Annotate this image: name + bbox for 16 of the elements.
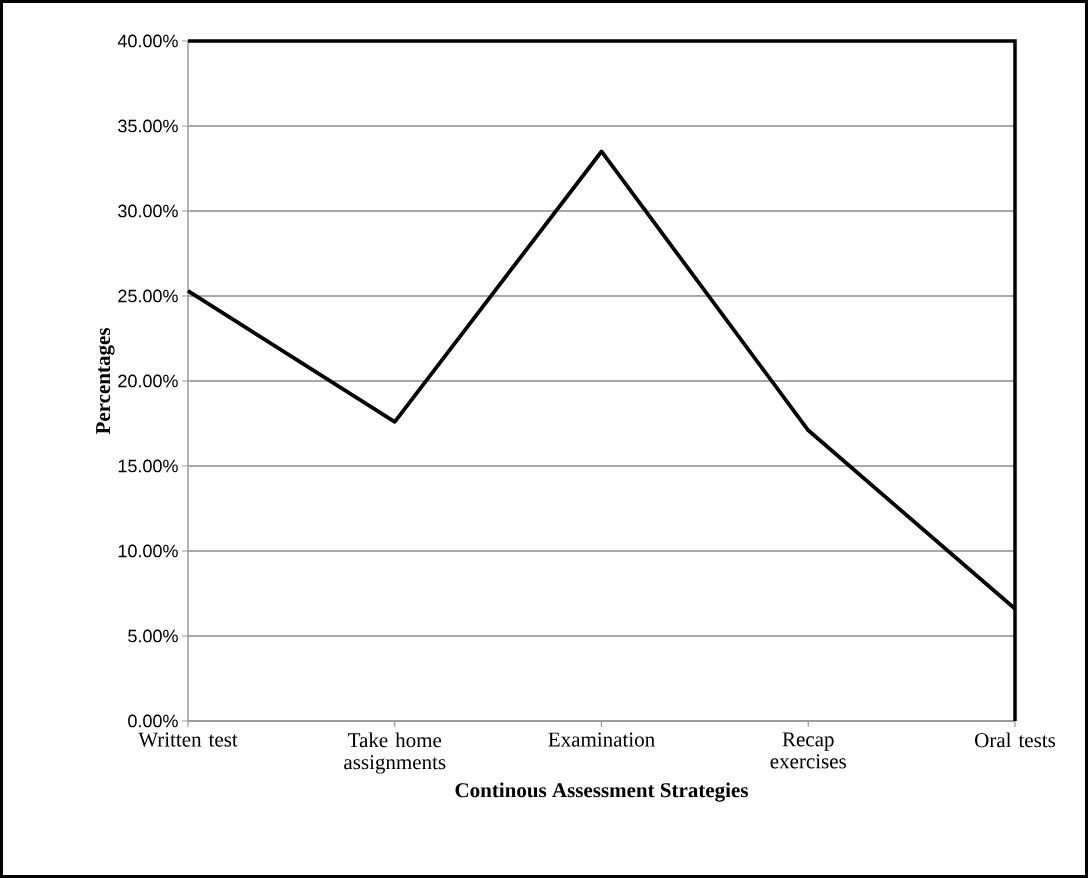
y-tick-label: 5.00% [128,629,178,643]
y-tick-label: 10.00% [118,544,178,558]
y-tick-label: 35.00% [118,119,178,133]
y-tick-label: 15.00% [118,459,178,473]
x-tick-label: Oral tests [975,732,1056,748]
y-tick-label: 30.00% [118,204,178,218]
x-tick-label: Written test [138,732,238,747]
x-tick-label: Take home assignments [344,732,446,774]
y-tick-label: 20.00% [118,374,178,388]
y-tick-label: 25.00% [118,289,178,303]
y-tick-label: 40.00% [117,34,178,48]
y-axis-title: Percentages [96,328,115,435]
x-axis-title: Continous Assessment Strategies [455,782,748,802]
x-tick-label: Examination [548,732,655,747]
y-tick-label: 0.00% [128,714,178,728]
x-tick-label: Recap exercises [770,732,846,769]
